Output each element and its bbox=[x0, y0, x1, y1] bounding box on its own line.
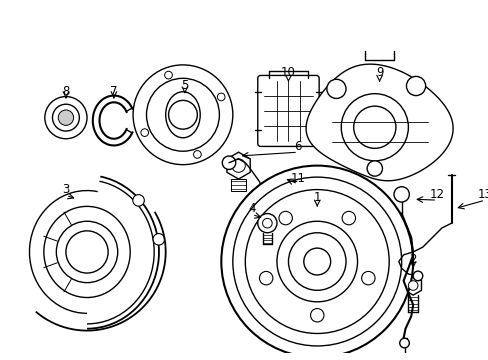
Circle shape bbox=[393, 187, 408, 202]
Text: 13: 13 bbox=[477, 188, 488, 201]
Circle shape bbox=[168, 100, 197, 129]
Circle shape bbox=[254, 188, 268, 201]
Circle shape bbox=[193, 150, 201, 158]
Circle shape bbox=[412, 271, 422, 281]
Circle shape bbox=[222, 156, 235, 170]
Circle shape bbox=[133, 65, 232, 165]
Circle shape bbox=[245, 190, 388, 333]
Polygon shape bbox=[305, 64, 452, 181]
Circle shape bbox=[278, 211, 292, 225]
Polygon shape bbox=[226, 152, 250, 179]
Circle shape bbox=[341, 94, 407, 161]
Circle shape bbox=[406, 76, 425, 96]
Circle shape bbox=[407, 281, 417, 290]
Text: 9: 9 bbox=[375, 66, 383, 79]
Circle shape bbox=[164, 71, 172, 79]
Circle shape bbox=[342, 211, 355, 225]
Circle shape bbox=[232, 177, 401, 346]
Text: 12: 12 bbox=[429, 188, 444, 201]
Circle shape bbox=[259, 271, 272, 285]
Text: 6: 6 bbox=[294, 140, 301, 153]
Circle shape bbox=[310, 309, 324, 322]
FancyBboxPatch shape bbox=[257, 76, 319, 147]
Circle shape bbox=[153, 234, 164, 245]
Circle shape bbox=[303, 248, 330, 275]
Text: 11: 11 bbox=[290, 172, 305, 185]
Circle shape bbox=[288, 233, 346, 290]
Text: 10: 10 bbox=[281, 66, 295, 79]
Circle shape bbox=[58, 110, 74, 125]
Circle shape bbox=[133, 195, 144, 206]
Text: 5: 5 bbox=[181, 80, 188, 93]
Circle shape bbox=[353, 106, 395, 148]
Circle shape bbox=[276, 221, 357, 302]
Circle shape bbox=[45, 96, 87, 139]
Circle shape bbox=[257, 213, 276, 233]
Ellipse shape bbox=[165, 92, 200, 138]
Text: 7: 7 bbox=[110, 85, 118, 98]
Text: 4: 4 bbox=[248, 202, 255, 215]
Circle shape bbox=[66, 231, 108, 273]
Circle shape bbox=[146, 78, 219, 151]
Circle shape bbox=[399, 338, 408, 348]
Text: 8: 8 bbox=[62, 85, 69, 98]
Text: 3: 3 bbox=[62, 183, 69, 196]
Circle shape bbox=[361, 271, 374, 285]
Circle shape bbox=[366, 161, 382, 176]
Circle shape bbox=[141, 129, 148, 136]
Text: 2: 2 bbox=[408, 253, 416, 266]
Circle shape bbox=[262, 219, 272, 228]
Circle shape bbox=[221, 166, 412, 357]
Circle shape bbox=[231, 159, 245, 172]
Polygon shape bbox=[404, 276, 421, 295]
Circle shape bbox=[326, 79, 346, 99]
Circle shape bbox=[52, 104, 79, 131]
Circle shape bbox=[56, 221, 118, 283]
Text: 1: 1 bbox=[313, 191, 320, 204]
Bar bbox=[230, 179, 246, 190]
Circle shape bbox=[217, 93, 224, 101]
